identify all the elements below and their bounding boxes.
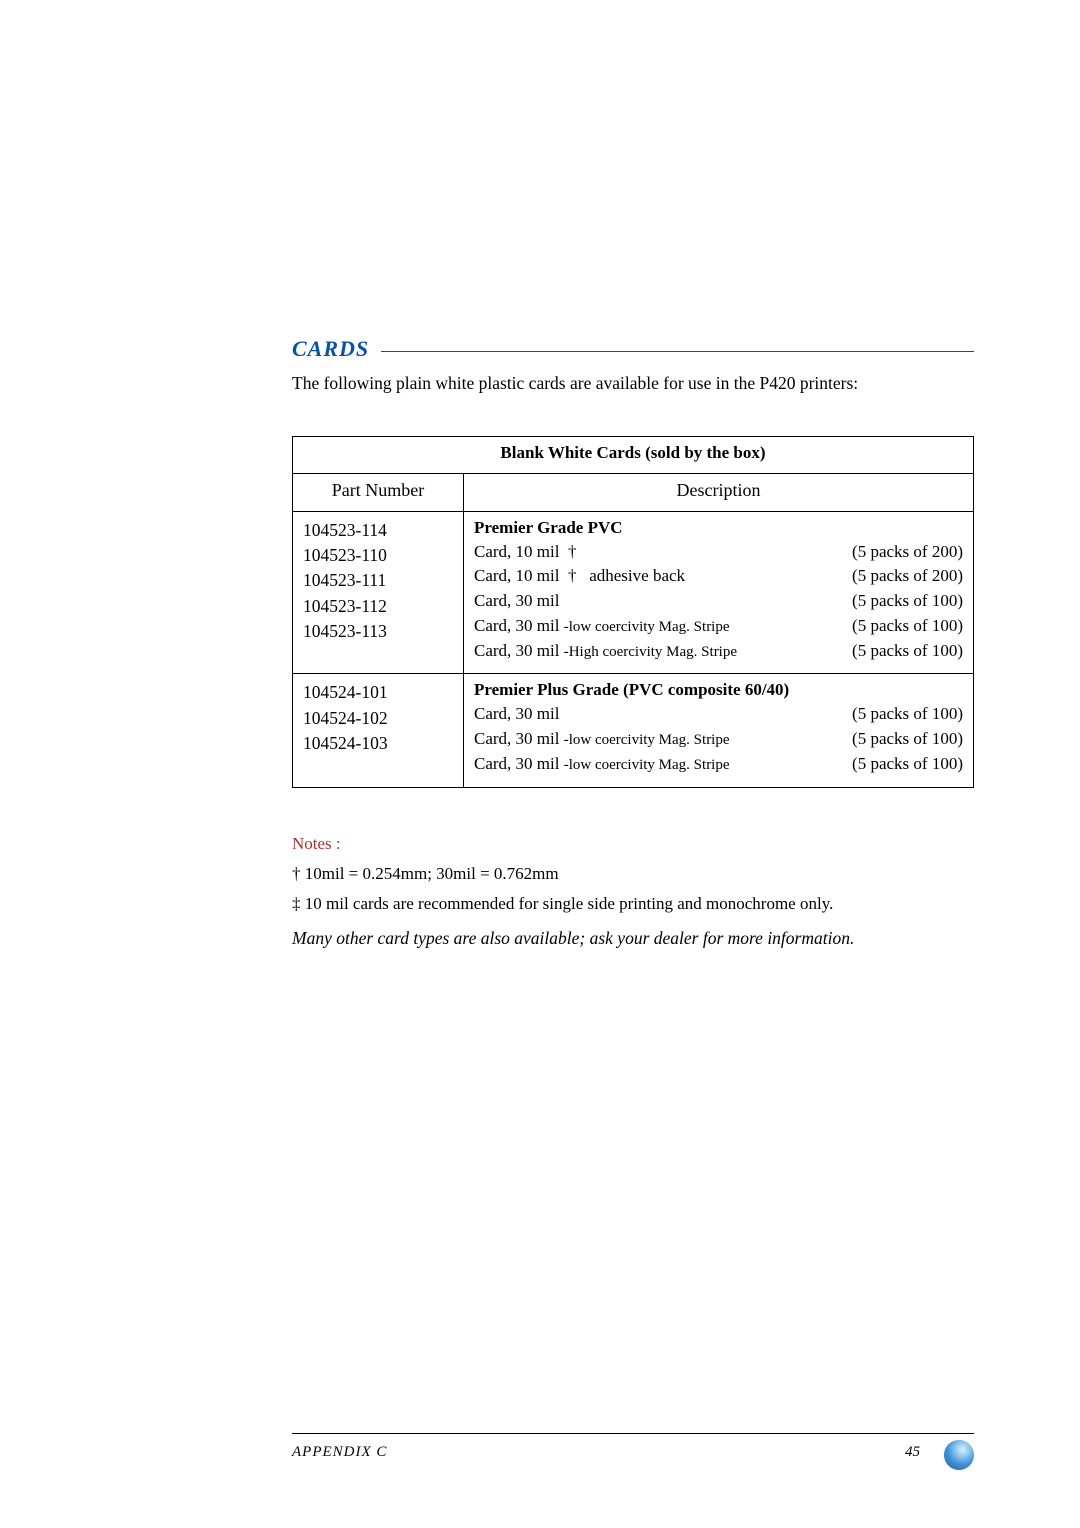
content-area: CARDS The following plain white plastic … — [292, 336, 974, 949]
col-head-description: Description — [464, 473, 974, 511]
description-row: Card, 30 mil (5 packs of 100) — [474, 702, 963, 727]
part-number-cell: 104524-101 104524-102 104524-103 — [293, 674, 464, 787]
footer-appendix: APPENDIX C — [292, 1444, 387, 1461]
description-text: Card, 30 mil -High coercivity Mag. Strip… — [474, 639, 737, 664]
section-heading: CARDS — [292, 336, 974, 362]
quantity-text: (5 packs of 200) — [832, 564, 963, 589]
description-row: Card, 30 mil -High coercivity Mag. Strip… — [474, 639, 963, 664]
description-text: Card, 10 mil † adhesive back — [474, 564, 685, 589]
part-number: 104524-101 — [303, 680, 453, 705]
table-row: 104523-114 104523-110 104523-111 104523-… — [293, 511, 974, 674]
table-row: 104524-101 104524-102 104524-103 Premier… — [293, 674, 974, 787]
note-italic: Many other card types are also available… — [292, 928, 974, 949]
part-number: 104524-102 — [303, 706, 453, 731]
cards-table: Blank White Cards (sold by the box) Part… — [292, 436, 974, 788]
note-line: ‡ 10 mil cards are recommended for singl… — [292, 894, 974, 914]
description-text: Card, 30 mil — [474, 589, 559, 614]
sphere-icon — [944, 1440, 974, 1470]
note-line: † 10mil = 0.254mm; 30mil = 0.762mm — [292, 864, 974, 884]
part-number: 104523-112 — [303, 594, 453, 619]
section-heading-rule — [381, 351, 974, 352]
quantity-text: (5 packs of 100) — [832, 752, 963, 777]
page-footer: APPENDIX C 45 — [292, 1433, 974, 1464]
description-row: Card, 30 mil -low coercivity Mag. Stripe… — [474, 727, 963, 752]
col-head-part-number: Part Number — [293, 473, 464, 511]
section-heading-text: CARDS — [292, 336, 369, 362]
part-number: 104524-103 — [303, 731, 453, 756]
description-text: Card, 30 mil -low coercivity Mag. Stripe — [474, 727, 730, 752]
quantity-text: (5 packs of 100) — [832, 614, 963, 639]
description-row: Card, 30 mil -low coercivity Mag. Stripe… — [474, 752, 963, 777]
page: CARDS The following plain white plastic … — [0, 0, 1080, 1528]
quantity-text: (5 packs of 100) — [832, 702, 963, 727]
part-number: 104523-113 — [303, 619, 453, 644]
description-cell: Premier Plus Grade (PVC composite 60/40)… — [464, 674, 974, 787]
quantity-text: (5 packs of 200) — [832, 540, 963, 565]
quantity-text: (5 packs of 100) — [832, 639, 963, 664]
description-row: Card, 10 mil † adhesive back (5 packs of… — [474, 564, 963, 589]
description-row: Card, 30 mil -low coercivity Mag. Stripe… — [474, 614, 963, 639]
part-number: 104523-111 — [303, 568, 453, 593]
group-title: Premier Plus Grade (PVC composite 60/40) — [474, 680, 963, 700]
quantity-text: (5 packs of 100) — [832, 727, 963, 752]
part-number: 104523-110 — [303, 543, 453, 568]
quantity-text: (5 packs of 100) — [832, 589, 963, 614]
notes-label: Notes : — [292, 834, 974, 854]
part-number: 104523-114 — [303, 518, 453, 543]
footer-page-number: 45 — [905, 1444, 920, 1461]
description-row: Card, 30 mil (5 packs of 100) — [474, 589, 963, 614]
part-number-cell: 104523-114 104523-110 104523-111 104523-… — [293, 511, 464, 674]
description-text: Card, 30 mil — [474, 702, 559, 727]
group-title: Premier Grade PVC — [474, 518, 963, 538]
description-text: Card, 30 mil -low coercivity Mag. Stripe — [474, 752, 730, 777]
description-text: Card, 10 mil † — [474, 540, 576, 565]
intro-text: The following plain white plastic cards … — [292, 372, 974, 396]
description-row: Card, 10 mil † (5 packs of 200) — [474, 540, 963, 565]
description-cell: Premier Grade PVC Card, 10 mil † (5 pack… — [464, 511, 974, 674]
table-title: Blank White Cards (sold by the box) — [293, 436, 974, 473]
description-text: Card, 30 mil -low coercivity Mag. Stripe — [474, 614, 730, 639]
